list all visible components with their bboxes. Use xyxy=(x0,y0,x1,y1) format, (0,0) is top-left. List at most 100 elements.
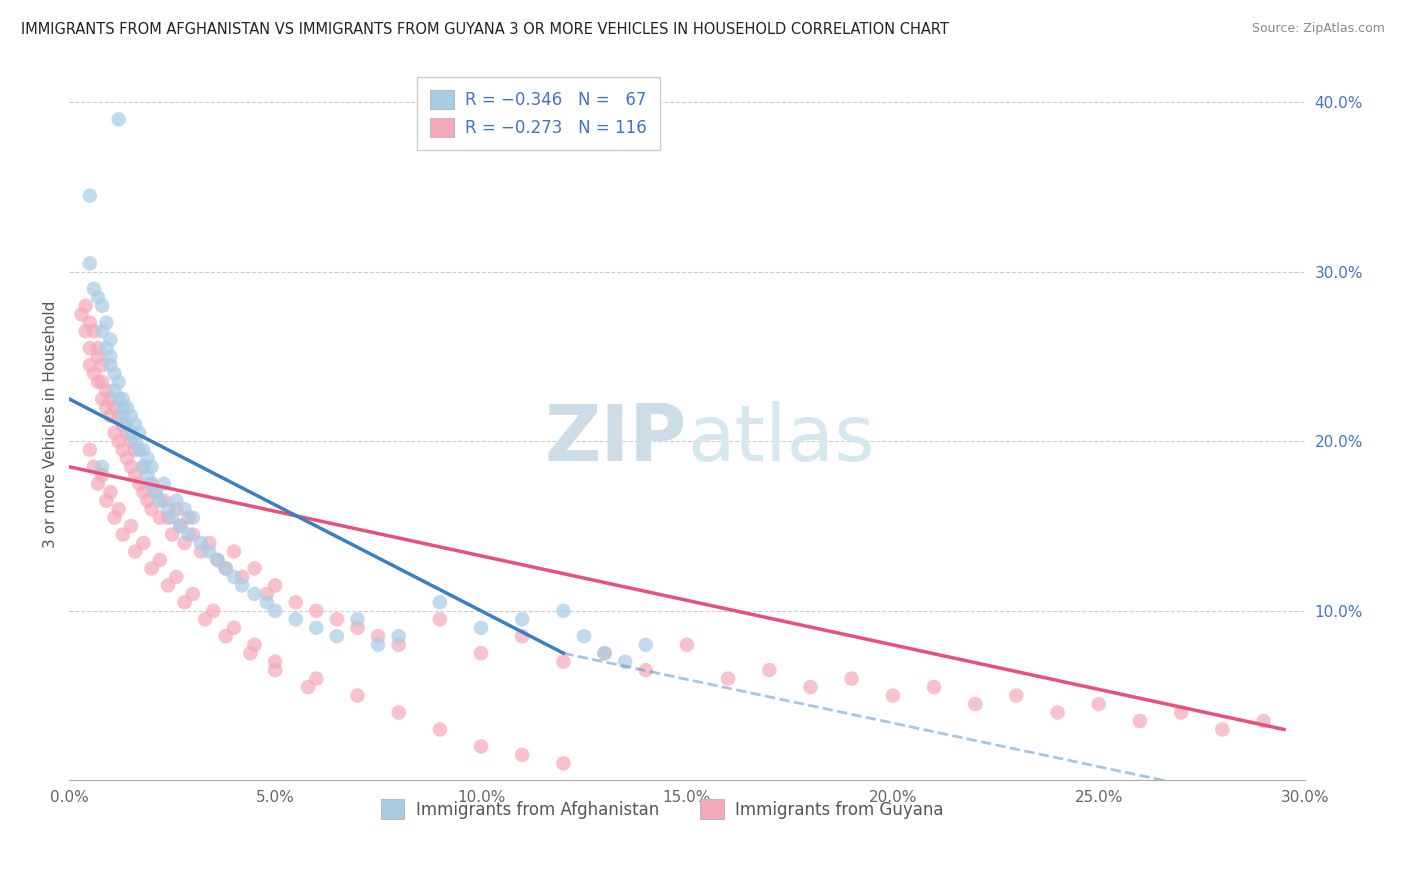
Text: atlas: atlas xyxy=(688,401,875,476)
Point xyxy=(173,595,195,609)
Point xyxy=(634,663,657,677)
Point xyxy=(107,112,129,127)
Point xyxy=(165,570,187,584)
Point xyxy=(614,655,637,669)
Point xyxy=(107,434,129,449)
Point xyxy=(83,367,105,381)
Point xyxy=(124,434,146,449)
Point xyxy=(124,544,146,558)
Point xyxy=(128,425,150,440)
Point xyxy=(758,663,780,677)
Point xyxy=(120,425,142,440)
Point xyxy=(120,409,142,423)
Point xyxy=(243,561,266,575)
Point xyxy=(100,392,122,406)
Point xyxy=(634,638,657,652)
Point xyxy=(169,519,191,533)
Point xyxy=(141,476,163,491)
Point xyxy=(799,680,821,694)
Point xyxy=(572,629,595,643)
Point xyxy=(87,476,110,491)
Point xyxy=(107,502,129,516)
Point xyxy=(107,375,129,389)
Point xyxy=(1005,689,1028,703)
Point xyxy=(160,527,183,541)
Point xyxy=(553,655,575,669)
Point xyxy=(264,604,287,618)
Point xyxy=(676,638,699,652)
Point xyxy=(470,646,492,660)
Point xyxy=(103,367,125,381)
Point xyxy=(132,485,155,500)
Point xyxy=(256,595,278,609)
Point xyxy=(96,341,118,355)
Point xyxy=(103,510,125,524)
Point xyxy=(510,629,533,643)
Point xyxy=(132,536,155,550)
Point xyxy=(165,493,187,508)
Point xyxy=(91,358,114,372)
Point xyxy=(553,604,575,618)
Point xyxy=(429,723,451,737)
Point xyxy=(841,672,863,686)
Point xyxy=(141,561,163,575)
Point xyxy=(222,544,245,558)
Point xyxy=(145,485,167,500)
Point xyxy=(149,493,172,508)
Point xyxy=(243,587,266,601)
Point xyxy=(173,536,195,550)
Point xyxy=(79,442,101,457)
Point xyxy=(169,519,191,533)
Point xyxy=(264,663,287,677)
Point xyxy=(215,561,238,575)
Point xyxy=(96,384,118,398)
Point xyxy=(79,316,101,330)
Point xyxy=(284,595,307,609)
Point xyxy=(231,578,253,592)
Point xyxy=(79,358,101,372)
Point xyxy=(470,739,492,754)
Point xyxy=(124,442,146,457)
Point xyxy=(100,350,122,364)
Point xyxy=(305,672,328,686)
Point xyxy=(1170,706,1192,720)
Point xyxy=(115,401,138,415)
Point xyxy=(264,578,287,592)
Point xyxy=(181,510,204,524)
Point xyxy=(124,417,146,432)
Point xyxy=(91,299,114,313)
Point xyxy=(207,553,229,567)
Point xyxy=(222,570,245,584)
Point xyxy=(243,638,266,652)
Point xyxy=(177,510,200,524)
Point xyxy=(239,646,262,660)
Point xyxy=(128,442,150,457)
Point xyxy=(120,459,142,474)
Point xyxy=(165,502,187,516)
Point xyxy=(87,375,110,389)
Point xyxy=(717,672,740,686)
Point xyxy=(149,510,172,524)
Point xyxy=(91,392,114,406)
Point xyxy=(284,612,307,626)
Point xyxy=(111,409,134,423)
Point xyxy=(87,341,110,355)
Point xyxy=(922,680,945,694)
Point xyxy=(1129,714,1152,728)
Point xyxy=(429,612,451,626)
Point xyxy=(136,451,159,466)
Point xyxy=(83,459,105,474)
Point xyxy=(96,316,118,330)
Point xyxy=(222,621,245,635)
Point xyxy=(202,604,225,618)
Point xyxy=(91,468,114,483)
Point xyxy=(181,527,204,541)
Point xyxy=(157,502,180,516)
Point xyxy=(111,442,134,457)
Point xyxy=(882,689,904,703)
Point xyxy=(136,493,159,508)
Point xyxy=(190,536,212,550)
Point xyxy=(128,476,150,491)
Point xyxy=(470,621,492,635)
Point xyxy=(111,392,134,406)
